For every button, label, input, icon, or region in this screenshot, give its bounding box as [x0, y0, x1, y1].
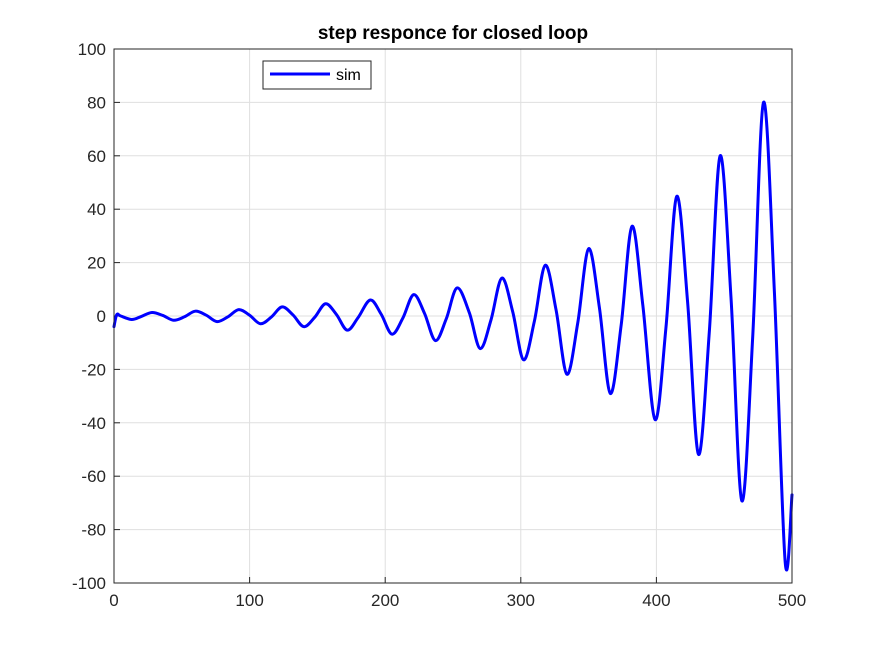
y-tick-label: 60 — [87, 147, 106, 166]
y-tick-label: 20 — [87, 254, 106, 273]
x-tick-label: 100 — [235, 591, 263, 610]
chart-title: step responce for closed loop — [318, 23, 588, 44]
x-tick-label: 300 — [507, 591, 535, 610]
series-layer — [112, 100, 794, 572]
x-tick-label: 400 — [642, 591, 670, 610]
y-tick-label: -40 — [81, 414, 106, 433]
legend-label: sim — [336, 67, 361, 84]
x-tick-label: 200 — [371, 591, 399, 610]
axes-box — [113, 48, 793, 584]
series-line-sim — [112, 100, 794, 572]
y-tick-label: 40 — [87, 200, 106, 219]
legend: sim — [262, 60, 372, 90]
y-tick-label: -20 — [81, 360, 106, 379]
x-tick-label: 0 — [109, 591, 118, 610]
y-tick-label: -60 — [81, 467, 106, 486]
y-tick-label: -100 — [72, 574, 106, 593]
y-tick-label: 80 — [87, 93, 106, 112]
axis-ticks: 0 100 200 300 400 500100806040200-20-40-60-80… — [72, 40, 806, 610]
y-tick-label: 0 — [97, 307, 106, 326]
y-tick-label: 100 — [78, 40, 106, 59]
y-tick-label: -80 — [81, 521, 106, 540]
x-tick-label: 500 — [778, 591, 806, 610]
